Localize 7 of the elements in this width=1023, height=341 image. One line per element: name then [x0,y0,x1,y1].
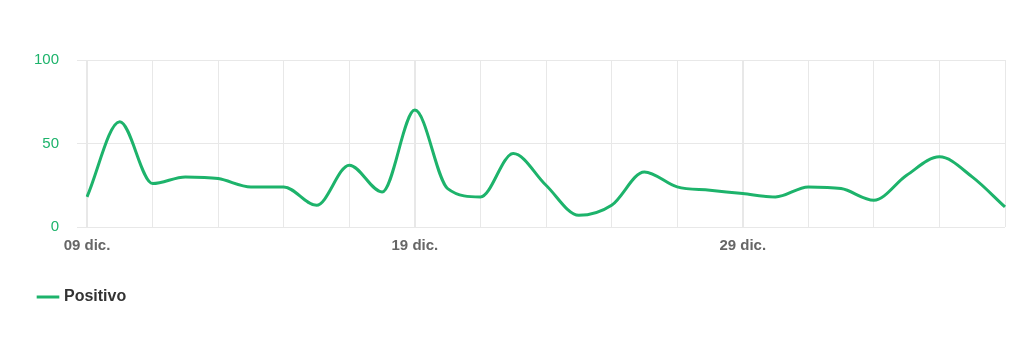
legend-label: Positivo [64,287,127,305]
y-tick-label: 50 [42,133,60,151]
x-tick-label: 19 dic. [391,236,439,254]
x-tick-label: 29 dic. [719,236,767,254]
y-tick-label: 0 [50,217,60,235]
y-tick-label: 100 [34,50,60,68]
x-tick-label: 09 dic. [63,236,111,254]
